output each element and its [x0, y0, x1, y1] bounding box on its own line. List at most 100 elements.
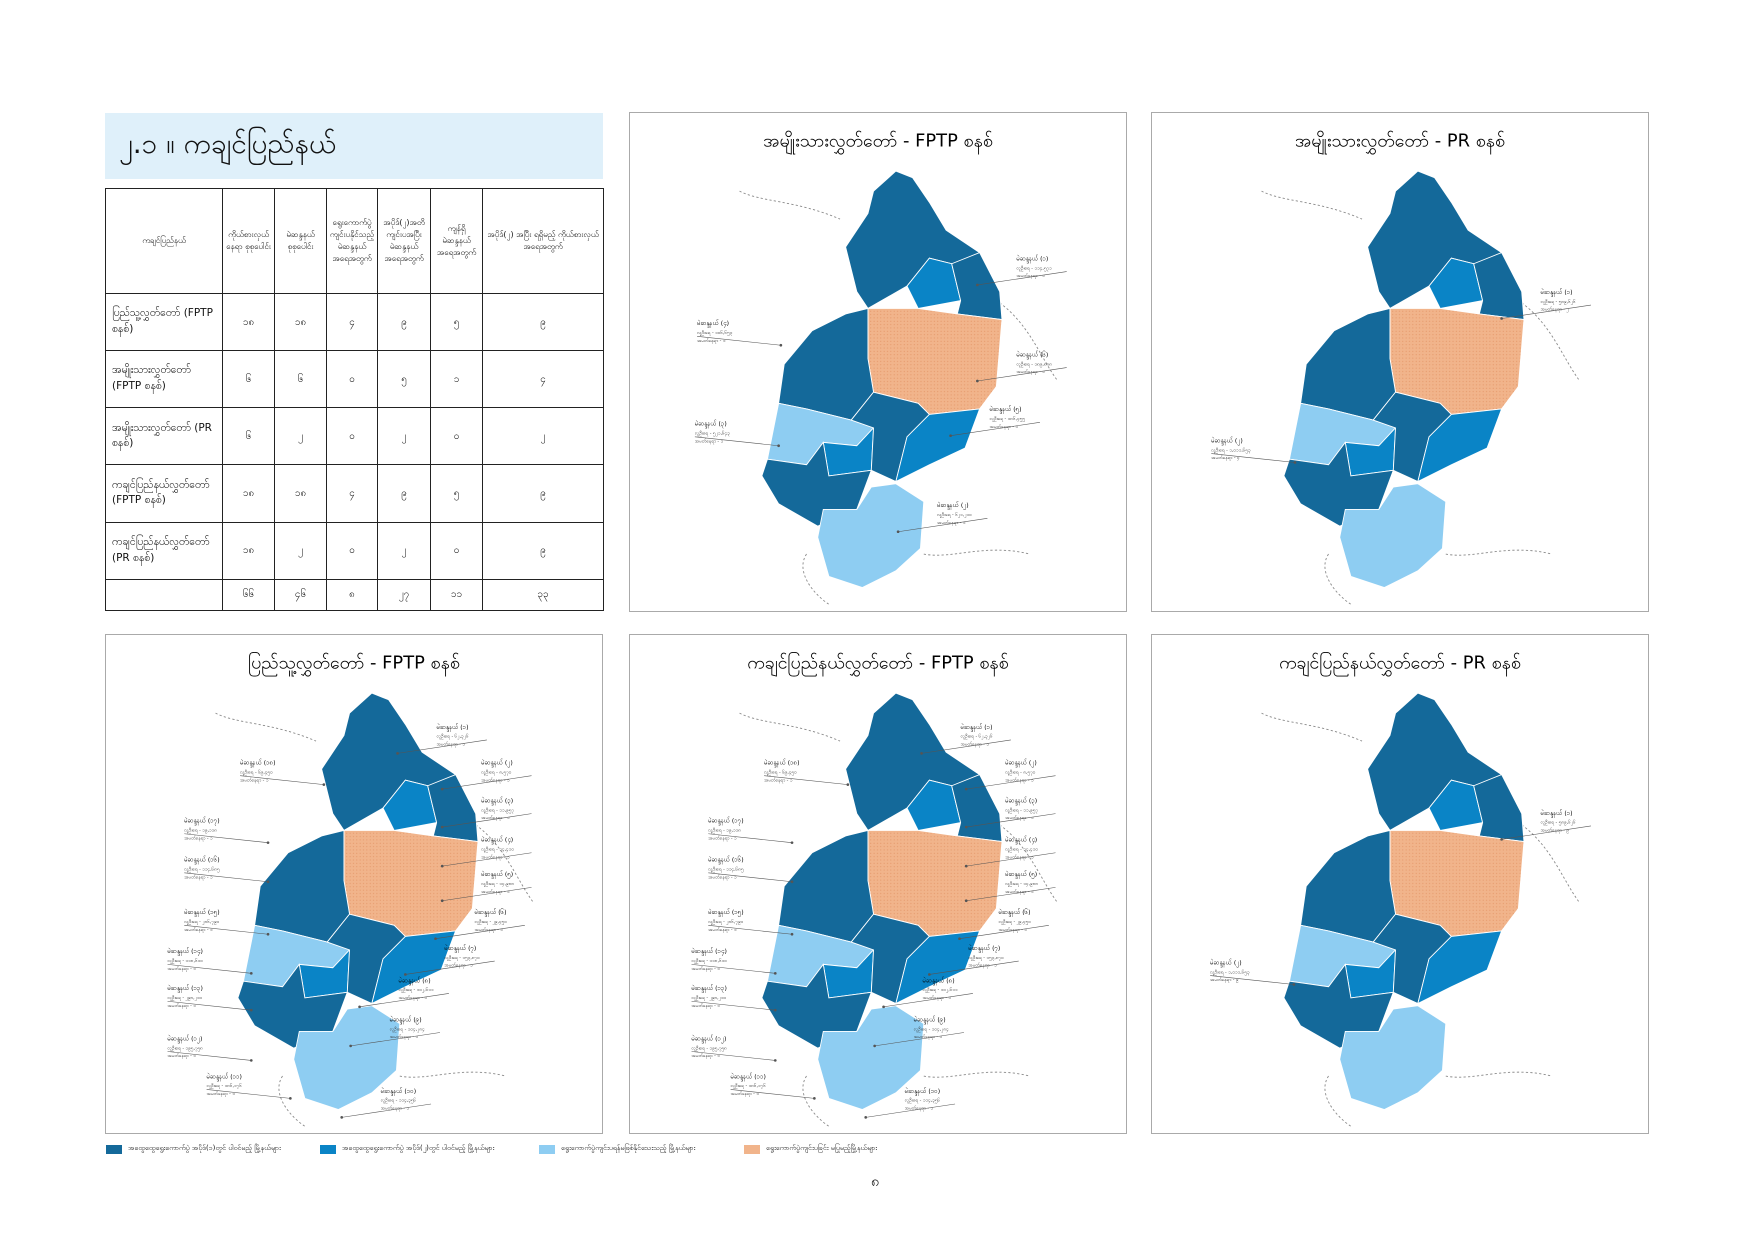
leader-line	[1501, 304, 1591, 319]
callout-seats: အမတ်နေရာ - ၁	[708, 927, 736, 933]
callout-population: လူဦးရေ - ၂၉,၄၅၀	[999, 919, 1033, 925]
callout-population: လူဦးရေ - ၆၂,၃၂၆	[961, 734, 993, 740]
border-line	[1261, 190, 1363, 220]
callout-population: လူဦးရေ - ၁၈၆,၁၇၆	[207, 1083, 243, 1089]
callout-population: လူဦးရေ - ၆၉,၄၅၀	[764, 769, 798, 775]
callout-seats: အမတ်နေရာ - ၁	[390, 1034, 418, 1040]
table-cell: ၂၇	[377, 578, 431, 612]
leader-dot	[777, 444, 780, 448]
table-cell: ၃၃	[482, 578, 604, 612]
leader-line	[977, 271, 1067, 286]
leader-dot	[440, 864, 444, 868]
leader-line	[929, 960, 1019, 975]
leader-line	[167, 964, 252, 974]
callout-seats: အမတ်နေရာ - ၁	[1016, 369, 1044, 375]
border-line	[1324, 553, 1352, 605]
callout-title: မဲဆန္ဒနယ် (၁၁)	[731, 1072, 766, 1081]
leader-dot	[976, 283, 979, 287]
callout-title: မဲဆန္ဒနယ် (၁)	[961, 723, 993, 732]
leader-dot	[322, 783, 326, 786]
row-label: အမျိုးသားလွှတ်တော် (PR စနစ်)	[105, 407, 223, 466]
table-cell: ၉	[377, 292, 431, 352]
callout-seats: အမတ်နေရာ - ၁	[697, 338, 725, 344]
callout-seats: အမတ်နေရာ - ၁	[444, 963, 472, 969]
township-region	[1283, 963, 1394, 1049]
callout-seats: အမတ်နေရာ - ၁	[481, 854, 509, 860]
row-label: ကချင်ပြည်နယ်လွှတ်တော် (PR စနစ်)	[105, 521, 223, 580]
leader-line	[442, 887, 532, 902]
leader-dot	[340, 1116, 344, 1119]
callout-title: မဲဆန္ဒနယ် (၁)	[437, 723, 469, 732]
callout-seats: အမတ်နေရာ - ၁	[692, 1003, 720, 1009]
callout-title: မဲဆန္ဒနယ် (၁၄)	[692, 947, 727, 956]
map: အမျိုးသားလွှတ်တော် - PR စနစ်မဲဆန္ဒနယ် (၁…	[1211, 130, 1591, 605]
map: ကချင်ပြည်နယ်လွှတ်တော် - PR စနစ်မဲဆန္ဒနယ်…	[1210, 651, 1591, 1127]
column-header: ကျန်ရှိ မဲဆန္ဒနယ် အရေအတွက်	[430, 188, 483, 294]
column-header: အပိုဒ်(၂) အပြီး ရရှိမည့် ကိုယ်စားလှယ် အရ…	[482, 188, 604, 294]
leader-dot	[1500, 837, 1503, 841]
section-title: ၂.၁ ။ ကချင်ပြည်နယ်	[105, 113, 603, 179]
callout-population: လူဦးရေ - ၁၁,၉၅၇	[1005, 807, 1038, 813]
callout-seats: အမတ်နေရာ - ၁	[1016, 273, 1044, 279]
border-line	[1261, 712, 1363, 742]
leader-line	[405, 960, 495, 975]
callout-population: လူဦးရေ - ၂၈၆,၇၉၀	[708, 919, 744, 925]
table-cell: ၀	[326, 407, 378, 466]
township-region	[761, 963, 872, 1049]
leader-dot	[440, 825, 444, 829]
legend-label: အထွေထွေရွေးကောက်ပွဲ အပိုဒ်(၂)တွင် ပါဝင်မ…	[342, 1144, 495, 1152]
border-line	[923, 1071, 1030, 1078]
table-cell: ၁၁	[430, 578, 483, 612]
callout-population: လူဦးရေ - ၆၂၁,၂၁၀	[937, 512, 973, 518]
callout-seats: အမတ်နေရာ - ၁	[990, 424, 1018, 430]
callout-title: မဲဆန္ဒနယ် (၇)	[968, 944, 1000, 953]
leader-line	[359, 993, 449, 1008]
legend-swatch	[106, 1144, 122, 1154]
callout-population: လူဦးရေ - ၁၁၈,၆၁၀	[692, 958, 729, 964]
leader-dot	[249, 1008, 253, 1012]
state-map	[1261, 692, 1581, 1127]
table-cell: ၂	[377, 521, 431, 580]
callout-population: လူဦးရေ - ၁၀၄,၂၈၄	[914, 1026, 949, 1032]
border-line	[1521, 824, 1581, 904]
callout-seats: အမတ်နေရာ - ၁	[764, 777, 792, 783]
callout-seats: အမတ်နေရာ - ၁	[399, 995, 427, 1001]
callout-title: မဲဆန္ဒနယ် (၁၅)	[184, 908, 219, 917]
leader-dot	[1292, 983, 1296, 986]
callout-population: လူဦးရေ - ၁,၀၁၁,၆၅၃	[1211, 447, 1250, 453]
table-body: ကချင်ပြည်နယ် ကိုယ်စားလှယ်နေရာ စုစုပေါင်းမ…	[105, 188, 604, 612]
callout-title: မဲဆန္ဒနယ် (၄)	[481, 836, 513, 845]
leader-dot	[964, 787, 968, 791]
callout-seats: အမတ်နေရာ - ၁	[184, 835, 212, 841]
callout-title: မဲဆန္ဒနယ် (၄)	[697, 319, 729, 328]
callout-title: မဲဆန္ဒနယ် (၁၇)	[184, 817, 219, 826]
table-cell: ၀	[430, 521, 483, 580]
border-line	[739, 190, 841, 220]
leader-dot	[976, 379, 979, 383]
callout-seats: အမတ်နေရာ - ၁	[692, 966, 720, 972]
table-cell: ၀	[430, 407, 483, 466]
callout-population: လူဦးရေ - ၅၈၉,၆၂၆	[1541, 820, 1576, 826]
leader-dot	[249, 971, 253, 975]
callout-population: လူဦးရေ - ၁၁၄,၆၈၅	[708, 867, 744, 873]
map-title: ပြည်သူ့လွှတ်တော် - FPTP စနစ်	[248, 651, 460, 676]
callout-title: မဲဆန္ဒနယ် (၁၂)	[168, 1034, 203, 1043]
callout-population: လူဦးရေ - ၁၄,၄၁၀	[1005, 847, 1039, 853]
callout-title: မဲဆန္ဒနယ် (၂)	[1211, 436, 1242, 445]
leader-dot	[846, 783, 850, 786]
leader-dot	[790, 932, 794, 936]
leader-dot	[358, 1005, 361, 1009]
border-line	[739, 712, 841, 742]
